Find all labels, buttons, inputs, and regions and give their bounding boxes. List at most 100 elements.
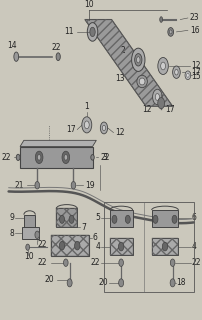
Text: 9: 9 bbox=[9, 213, 14, 222]
Text: 17: 17 bbox=[192, 68, 201, 77]
Bar bbox=[104, 202, 194, 292]
Ellipse shape bbox=[187, 73, 189, 77]
Ellipse shape bbox=[161, 62, 165, 70]
Text: 8: 8 bbox=[9, 229, 14, 238]
Circle shape bbox=[162, 242, 168, 251]
Ellipse shape bbox=[82, 117, 92, 133]
Text: 22: 22 bbox=[91, 258, 100, 267]
Circle shape bbox=[35, 181, 40, 189]
Circle shape bbox=[158, 98, 165, 109]
Text: 14: 14 bbox=[8, 41, 17, 50]
Polygon shape bbox=[20, 140, 96, 147]
Polygon shape bbox=[22, 227, 39, 239]
Ellipse shape bbox=[153, 89, 162, 105]
Ellipse shape bbox=[84, 121, 89, 129]
Polygon shape bbox=[85, 20, 173, 106]
Text: 19: 19 bbox=[85, 181, 95, 190]
Ellipse shape bbox=[91, 155, 94, 160]
Text: 2: 2 bbox=[120, 46, 125, 55]
Text: 7: 7 bbox=[81, 223, 86, 232]
Circle shape bbox=[37, 155, 41, 160]
Text: 12: 12 bbox=[115, 128, 125, 137]
Polygon shape bbox=[50, 235, 89, 257]
Text: 13: 13 bbox=[115, 74, 125, 83]
Text: 22: 22 bbox=[1, 153, 11, 162]
Ellipse shape bbox=[100, 122, 108, 134]
Text: 21: 21 bbox=[14, 181, 24, 190]
Ellipse shape bbox=[160, 17, 163, 22]
Text: 20: 20 bbox=[98, 278, 108, 287]
Polygon shape bbox=[110, 210, 133, 227]
Text: 18: 18 bbox=[176, 278, 186, 287]
Text: 23: 23 bbox=[190, 13, 199, 22]
Text: 12: 12 bbox=[142, 105, 152, 114]
Circle shape bbox=[125, 215, 130, 223]
Circle shape bbox=[67, 279, 72, 287]
Text: 5: 5 bbox=[95, 213, 100, 222]
Text: 22: 22 bbox=[52, 43, 61, 52]
Text: 16: 16 bbox=[190, 26, 199, 35]
Polygon shape bbox=[110, 238, 133, 255]
Circle shape bbox=[71, 181, 76, 189]
Text: 22: 22 bbox=[100, 153, 110, 162]
Text: 15: 15 bbox=[192, 72, 201, 81]
Ellipse shape bbox=[155, 93, 159, 100]
Ellipse shape bbox=[173, 66, 180, 78]
Text: 10: 10 bbox=[84, 0, 94, 9]
Text: 22: 22 bbox=[37, 240, 47, 249]
Text: 22: 22 bbox=[37, 258, 47, 267]
Text: 22: 22 bbox=[192, 258, 201, 267]
Circle shape bbox=[119, 279, 124, 287]
Polygon shape bbox=[152, 238, 178, 255]
Circle shape bbox=[119, 259, 123, 267]
Text: 3: 3 bbox=[102, 153, 107, 162]
Text: 17: 17 bbox=[165, 105, 175, 114]
Ellipse shape bbox=[132, 48, 145, 71]
Ellipse shape bbox=[87, 23, 98, 41]
Text: 12: 12 bbox=[192, 61, 201, 70]
Ellipse shape bbox=[14, 52, 19, 61]
Text: 1: 1 bbox=[84, 102, 89, 111]
Circle shape bbox=[170, 279, 175, 287]
Circle shape bbox=[59, 241, 65, 250]
Circle shape bbox=[64, 259, 68, 267]
Circle shape bbox=[118, 242, 124, 251]
Ellipse shape bbox=[158, 58, 168, 75]
Ellipse shape bbox=[185, 71, 191, 80]
Circle shape bbox=[35, 151, 43, 164]
Circle shape bbox=[153, 215, 158, 223]
Circle shape bbox=[75, 241, 80, 250]
Ellipse shape bbox=[102, 125, 106, 131]
Circle shape bbox=[62, 151, 70, 164]
Ellipse shape bbox=[16, 154, 20, 160]
Text: 4: 4 bbox=[95, 242, 100, 251]
Ellipse shape bbox=[168, 28, 174, 36]
Circle shape bbox=[64, 155, 67, 160]
Text: 4: 4 bbox=[192, 242, 197, 251]
Circle shape bbox=[170, 259, 175, 267]
Text: 6: 6 bbox=[192, 213, 197, 222]
Polygon shape bbox=[56, 209, 77, 227]
Ellipse shape bbox=[175, 69, 178, 75]
Text: 17: 17 bbox=[66, 125, 75, 134]
Circle shape bbox=[69, 215, 74, 223]
Ellipse shape bbox=[137, 75, 147, 88]
Ellipse shape bbox=[137, 57, 140, 63]
Polygon shape bbox=[24, 215, 35, 227]
Ellipse shape bbox=[90, 27, 95, 36]
Polygon shape bbox=[152, 210, 178, 227]
Circle shape bbox=[35, 231, 40, 238]
Ellipse shape bbox=[135, 53, 142, 66]
Circle shape bbox=[26, 244, 30, 250]
Polygon shape bbox=[20, 147, 93, 168]
Circle shape bbox=[172, 215, 177, 223]
Ellipse shape bbox=[139, 78, 145, 85]
Text: 6: 6 bbox=[93, 233, 97, 243]
Circle shape bbox=[60, 215, 64, 223]
Text: 10: 10 bbox=[24, 252, 34, 261]
Text: 20: 20 bbox=[45, 275, 54, 284]
Ellipse shape bbox=[56, 53, 60, 60]
Circle shape bbox=[112, 215, 117, 223]
Ellipse shape bbox=[169, 30, 172, 34]
Text: 11: 11 bbox=[64, 28, 74, 36]
